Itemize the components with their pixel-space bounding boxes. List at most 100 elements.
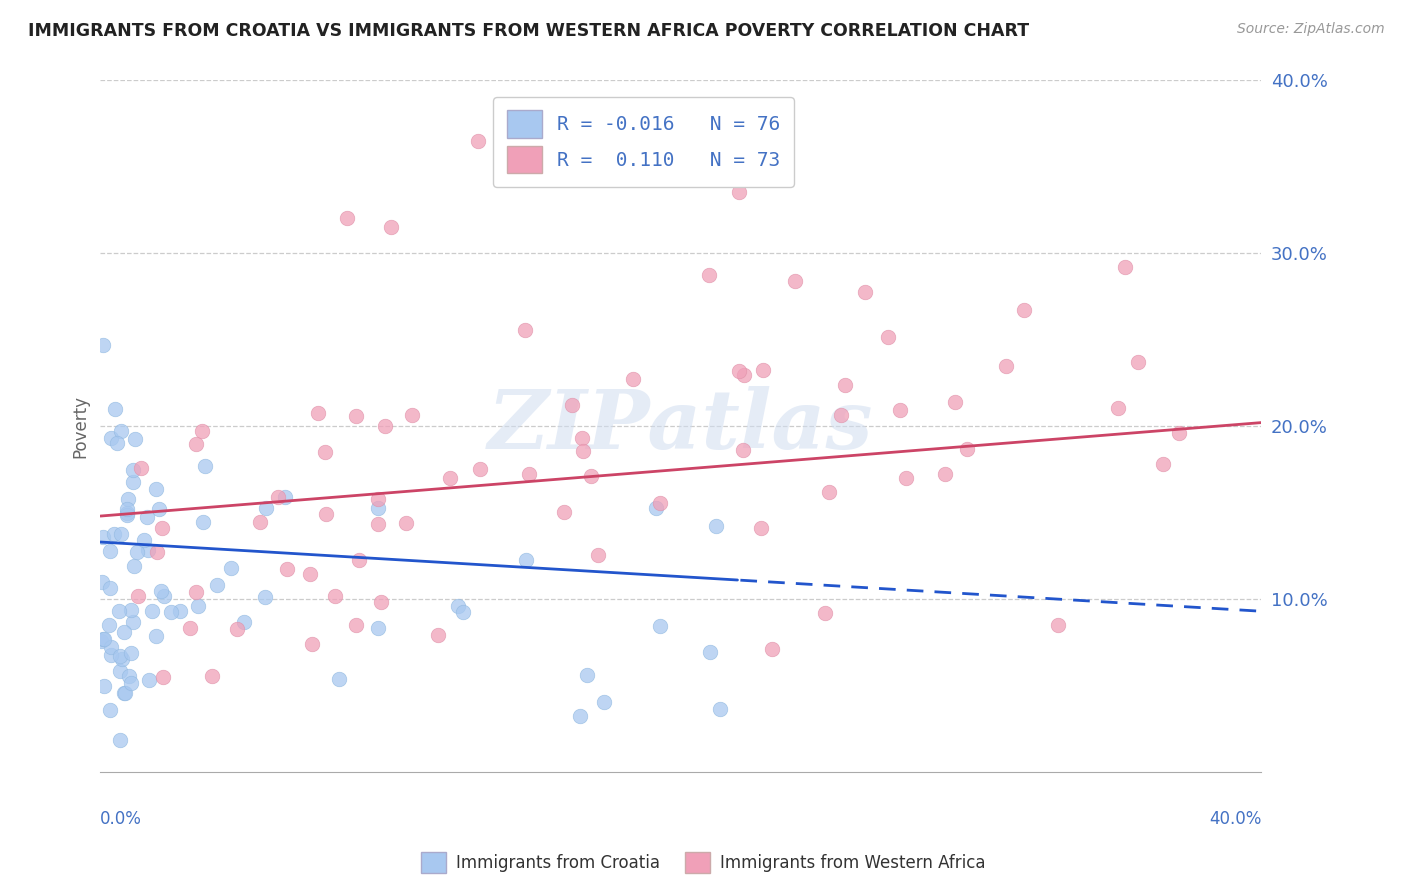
Point <box>367 501 389 516</box>
Point <box>233 615 256 629</box>
Point <box>169 604 191 618</box>
Point <box>347 553 370 567</box>
Point <box>648 619 671 633</box>
Point <box>1107 401 1129 415</box>
Point <box>152 670 174 684</box>
Text: Source: ZipAtlas.com: Source: ZipAtlas.com <box>1237 22 1385 37</box>
Point <box>427 628 450 642</box>
Point <box>193 515 215 529</box>
Point <box>575 668 598 682</box>
Point <box>894 471 917 485</box>
Point <box>115 508 138 522</box>
Point <box>267 490 290 504</box>
Point <box>110 526 132 541</box>
Point <box>108 604 131 618</box>
Point <box>298 566 321 581</box>
Point <box>749 520 772 534</box>
Point <box>367 516 389 531</box>
Point <box>100 648 122 663</box>
Text: 0.0%: 0.0% <box>100 810 142 829</box>
Point <box>785 274 807 288</box>
Point <box>344 617 367 632</box>
Point <box>91 531 114 545</box>
Point <box>853 285 876 300</box>
Text: IMMIGRANTS FROM CROATIA VS IMMIGRANTS FROM WESTERN AFRICA POVERTY CORRELATION CH: IMMIGRANTS FROM CROATIA VS IMMIGRANTS FR… <box>28 22 1029 40</box>
Point <box>138 673 160 687</box>
Point <box>467 134 489 148</box>
Point <box>699 645 721 659</box>
Point <box>934 467 956 481</box>
Point <box>276 562 298 576</box>
Point <box>336 211 359 226</box>
Point <box>121 475 143 489</box>
Point <box>90 574 112 589</box>
Point <box>100 640 122 655</box>
Point <box>301 637 323 651</box>
Point <box>138 543 160 558</box>
Point <box>569 708 592 723</box>
Point <box>149 584 172 599</box>
Point <box>1012 302 1035 317</box>
Point <box>121 463 143 477</box>
Point <box>370 595 392 609</box>
Point <box>187 599 209 613</box>
Point <box>153 589 176 603</box>
Point <box>645 501 668 516</box>
Point <box>751 363 773 377</box>
Point <box>1152 458 1174 472</box>
Point <box>108 665 131 679</box>
Point <box>120 646 142 660</box>
Point <box>105 436 128 450</box>
Point <box>201 669 224 683</box>
Point <box>1167 426 1189 441</box>
Point <box>374 419 396 434</box>
Text: ZIPatlas: ZIPatlas <box>488 386 873 467</box>
Y-axis label: Poverty: Poverty <box>72 394 89 458</box>
Point <box>889 403 911 417</box>
Point <box>253 590 276 604</box>
Point <box>704 519 727 533</box>
Point <box>98 544 121 558</box>
Legend: Immigrants from Croatia, Immigrants from Western Africa: Immigrants from Croatia, Immigrants from… <box>415 846 991 880</box>
Text: 40.0%: 40.0% <box>1209 810 1261 829</box>
Point <box>104 401 127 416</box>
Point <box>451 605 474 619</box>
Point <box>401 409 423 423</box>
Point <box>323 589 346 603</box>
Point <box>93 632 115 646</box>
Point <box>553 505 575 519</box>
Point <box>308 406 330 420</box>
Point <box>179 622 201 636</box>
Point <box>122 559 145 574</box>
Point <box>93 679 115 693</box>
Point <box>834 378 856 392</box>
Point <box>733 368 755 382</box>
Point <box>814 607 837 621</box>
Legend: R = -0.016   N = 76, R =  0.110   N = 73: R = -0.016 N = 76, R = 0.110 N = 73 <box>494 96 794 186</box>
Point <box>395 516 418 531</box>
Point <box>100 431 122 445</box>
Point <box>90 633 112 648</box>
Point <box>136 510 159 524</box>
Point <box>1114 260 1136 274</box>
Point <box>561 398 583 412</box>
Point <box>145 629 167 643</box>
Point <box>314 445 336 459</box>
Point <box>124 432 146 446</box>
Point <box>256 500 278 515</box>
Point <box>315 507 337 521</box>
Point <box>110 424 132 438</box>
Point <box>219 561 242 575</box>
Point <box>150 521 173 535</box>
Point <box>943 395 966 409</box>
Point <box>98 703 121 717</box>
Point <box>621 372 644 386</box>
Point <box>112 624 135 639</box>
Point <box>328 673 350 687</box>
Point <box>956 442 979 456</box>
Point <box>148 502 170 516</box>
Point <box>205 578 228 592</box>
Point <box>184 584 207 599</box>
Point <box>571 430 593 444</box>
Point <box>818 484 841 499</box>
